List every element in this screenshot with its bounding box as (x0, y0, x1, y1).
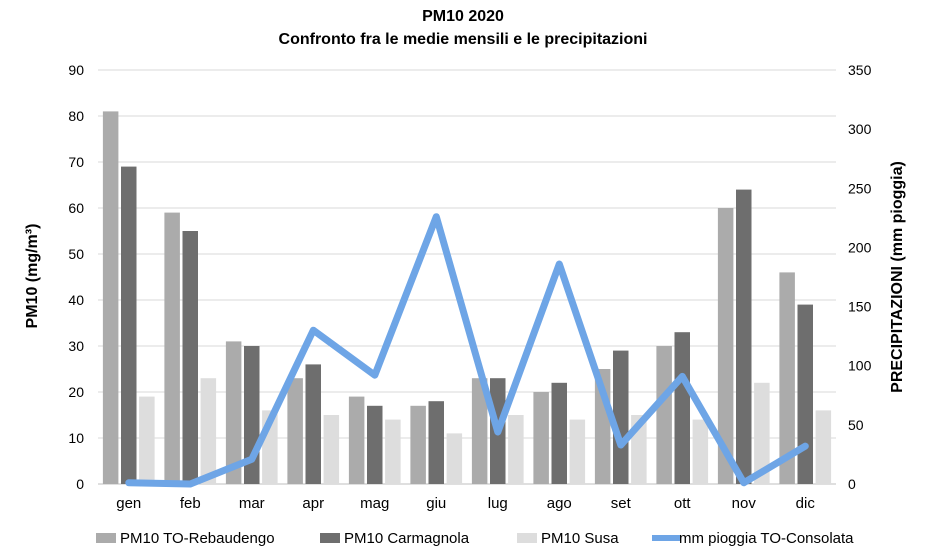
category-label: set (611, 495, 632, 512)
bar (139, 396, 155, 484)
bar (779, 272, 795, 484)
category-label: nov (732, 495, 757, 512)
left-tick-label: 50 (68, 246, 84, 262)
left-axis-title: PM10 (mg/m³) (24, 224, 41, 329)
bar (367, 405, 383, 484)
category-label: ago (547, 495, 572, 512)
category-label: mag (360, 495, 389, 512)
bar (323, 415, 340, 484)
category-label: apr (302, 495, 324, 512)
bar (508, 415, 524, 484)
gridlines (98, 69, 836, 485)
category-label: giu (426, 495, 446, 512)
category-label: gen (116, 495, 141, 512)
bar (471, 378, 488, 484)
category-labels: gen feb mar apr mag giu lug ago set ott nov dic (116, 495, 815, 512)
bar (225, 341, 242, 484)
bars (102, 111, 832, 485)
right-tick-label: 350 (848, 62, 872, 78)
legend-swatch (96, 533, 116, 543)
bar (287, 378, 303, 484)
category-label: lug (488, 495, 508, 512)
bar (551, 382, 567, 484)
right-tick-label: 0 (848, 476, 856, 492)
rain-line-layer (125, 213, 809, 488)
bar (200, 378, 217, 484)
bar (410, 405, 426, 484)
right-tick-label: 200 (848, 239, 872, 255)
bar (692, 419, 709, 484)
right-tick-label: 150 (848, 299, 872, 315)
bar (446, 433, 463, 484)
left-tick-label: 10 (68, 430, 84, 446)
left-axis-ticks: 0 10 20 30 40 50 60 70 80 90 (68, 62, 84, 492)
bar (613, 350, 629, 484)
legend-label: PM10 Susa (541, 530, 619, 547)
bar (717, 208, 734, 484)
left-tick-label: 20 (68, 384, 84, 400)
right-axis-ticks: 0 50 100 150 200 250 300 350 (848, 62, 872, 492)
right-tick-label: 50 (848, 417, 864, 433)
rain-line (125, 213, 809, 488)
left-tick-label: 0 (76, 476, 84, 492)
legend-label: PM10 Carmagnola (344, 530, 470, 547)
right-tick-label: 300 (848, 121, 872, 137)
bar (656, 346, 672, 484)
bar (754, 382, 770, 484)
left-tick-label: 90 (68, 62, 84, 78)
left-tick-label: 70 (68, 154, 84, 170)
bar (428, 401, 444, 484)
legend-label: mm pioggia TO-Consolata (679, 530, 854, 547)
bar (533, 392, 549, 484)
category-label: ott (674, 495, 692, 512)
bar (164, 212, 180, 484)
left-tick-label: 40 (68, 292, 84, 308)
bar (815, 410, 832, 484)
right-tick-label: 100 (848, 358, 872, 374)
left-tick-label: 60 (68, 200, 84, 216)
chart-title: PM10 2020 (422, 8, 504, 25)
bar (674, 332, 690, 484)
legend-swatch (320, 533, 340, 543)
bar (348, 396, 365, 484)
category-label: dic (796, 495, 816, 512)
bar (797, 304, 813, 484)
category-label: mar (239, 495, 265, 512)
legend-swatch (517, 533, 537, 543)
chart-subtitle: Confronto fra le medie mensili e le prec… (279, 31, 648, 48)
category-label: feb (180, 495, 201, 512)
bar (569, 419, 586, 484)
legend: PM10 TO-Rebaudengo PM10 Carmagnola PM10 Su… (96, 530, 854, 547)
bar (182, 231, 198, 484)
bar (736, 189, 752, 484)
legend-label: PM10 TO-Rebaudengo (120, 530, 275, 547)
bar (102, 111, 119, 485)
left-tick-label: 30 (68, 338, 84, 354)
right-axis-title: PRECIPITAZIONI (mm pioggia) (889, 161, 906, 393)
left-tick-label: 80 (68, 108, 84, 124)
right-tick-label: 250 (848, 180, 872, 196)
bar (305, 364, 321, 484)
bar (385, 419, 401, 484)
bar (121, 166, 137, 484)
